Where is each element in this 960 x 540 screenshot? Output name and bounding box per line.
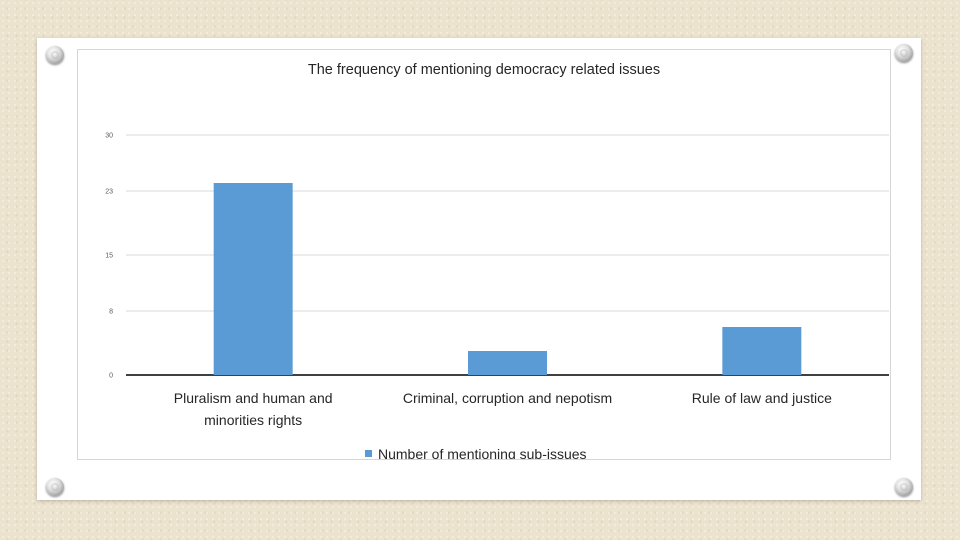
bar <box>722 327 802 375</box>
bar <box>468 351 547 375</box>
y-tick-label: 8 <box>109 309 113 316</box>
category-label: minorities rights <box>204 412 302 428</box>
y-tick-label: 23 <box>105 189 113 196</box>
pushpin-icon <box>895 478 913 496</box>
pushpin-icon <box>46 478 64 496</box>
pushpin-icon <box>895 44 913 62</box>
chart-title: The frequency of mentioning democracy re… <box>308 62 660 78</box>
y-tick-label: 15 <box>105 253 113 260</box>
category-label: Criminal, corruption and nepotism <box>403 390 612 406</box>
chart-area: The frequency of mentioning democracy re… <box>77 49 891 460</box>
y-tick-label: 30 <box>105 133 113 140</box>
legend-swatch <box>365 450 372 457</box>
y-tick-label: 0 <box>109 373 113 380</box>
bar-chart: The frequency of mentioning democracy re… <box>105 62 889 459</box>
bar <box>213 183 293 375</box>
pushpin-icon <box>46 46 64 64</box>
slide-card: The frequency of mentioning democracy re… <box>37 38 921 500</box>
category-label: Pluralism and human and <box>174 390 333 406</box>
legend-label: Number of mentioning sub-issues <box>378 446 587 459</box>
category-label: Rule of law and justice <box>692 390 832 406</box>
